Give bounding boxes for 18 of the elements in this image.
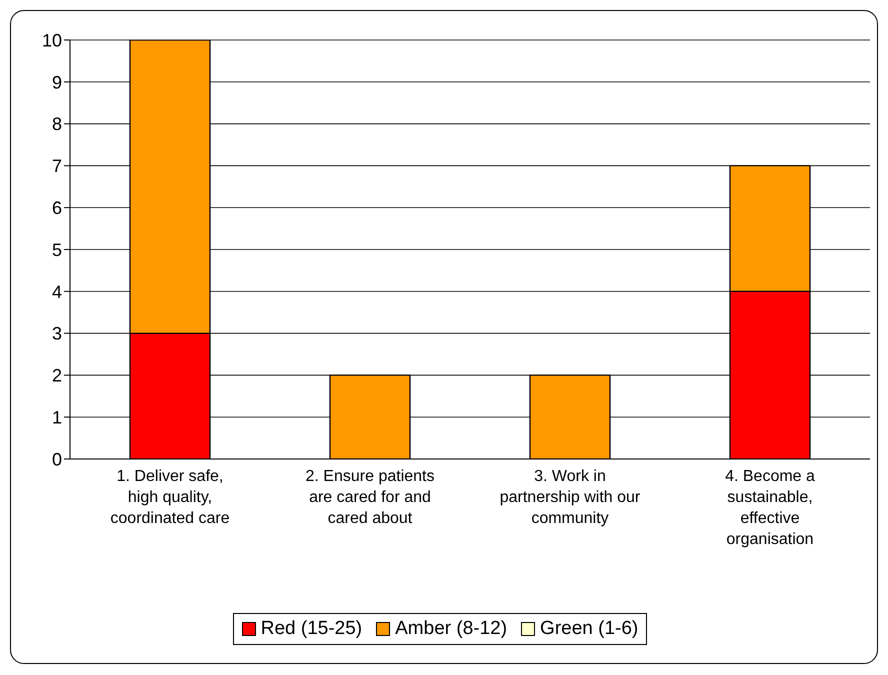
x-tick-label: 2. Ensure patients are cared for and cared about — [306, 468, 434, 527]
y-tick-label: 3 — [52, 324, 62, 344]
y-tick-label: 8 — [52, 114, 62, 134]
y-tick-label: 6 — [52, 198, 62, 218]
y-tick-label: 7 — [52, 156, 62, 176]
y-tick-label: 10 — [42, 30, 62, 50]
legend-label: Green (1-6) — [539, 618, 638, 640]
y-tick-label: 1 — [52, 407, 62, 428]
legend-label: Amber (8-12) — [394, 618, 508, 640]
y-tick-label: 9 — [52, 72, 62, 92]
y-tick-label: 0 — [52, 449, 62, 470]
x-tick-label: 4. Become a sustainable, effective organisation — [725, 468, 816, 548]
x-tick-label: 1. Deliver safe, high quality, coordinated care — [110, 468, 230, 527]
y-tick-label: 5 — [52, 240, 62, 260]
legend-label: Red (15-25) — [260, 618, 362, 640]
y-tick-label: 4 — [52, 282, 62, 302]
y-tick-label: 2 — [52, 366, 62, 386]
x-tick-label: 3. Work in partnership with our community — [500, 468, 641, 527]
